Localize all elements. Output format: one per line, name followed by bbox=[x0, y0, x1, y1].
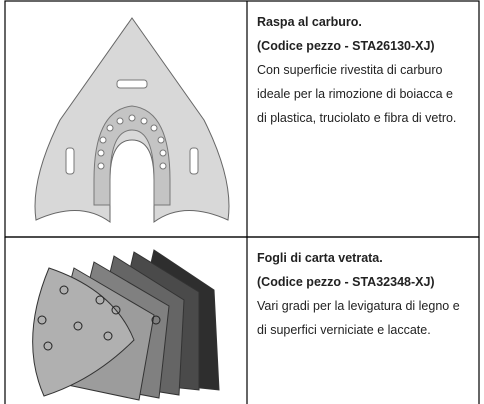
description-line: ideale per la rimozione di boiacca e bbox=[257, 87, 453, 101]
description-line: di plastica, truciolato e fibra di vetro… bbox=[257, 111, 457, 125]
description-line: Con superficie rivestita di carburo bbox=[257, 63, 443, 77]
rasp-image bbox=[34, 17, 230, 223]
description-line: Vari gradi per la levigatura di legno e bbox=[257, 299, 460, 313]
product-code: (Codice pezzo - STA26130-XJ) bbox=[257, 39, 435, 53]
product-title: Fogli di carta vetrata. bbox=[257, 251, 383, 265]
description-line: di superfici verniciate e laccate. bbox=[257, 323, 431, 337]
sandpaper-image bbox=[32, 249, 220, 401]
row-text: Fogli di carta vetrata. (Codice pezzo - … bbox=[257, 246, 460, 342]
product-code: (Codice pezzo - STA32348-XJ) bbox=[257, 275, 435, 289]
product-title: Raspa al carburo. bbox=[257, 15, 362, 29]
table-grid bbox=[4, 0, 480, 404]
row-text: Raspa al carburo. (Codice pezzo - STA261… bbox=[257, 10, 456, 130]
